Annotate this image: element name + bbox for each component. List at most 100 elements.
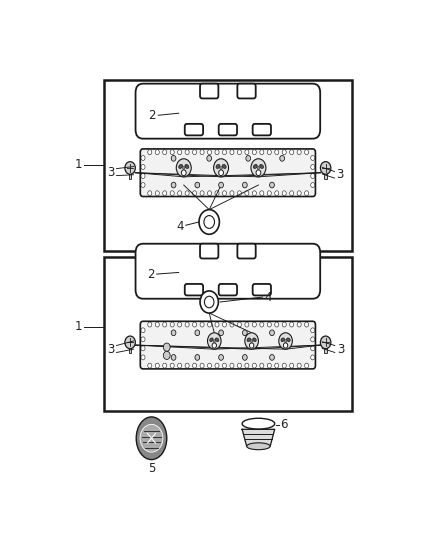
- Circle shape: [199, 209, 219, 235]
- Circle shape: [321, 336, 331, 349]
- Circle shape: [200, 363, 204, 368]
- Circle shape: [193, 322, 197, 327]
- Circle shape: [304, 191, 309, 196]
- Circle shape: [195, 330, 200, 336]
- Circle shape: [297, 191, 301, 196]
- Circle shape: [185, 363, 189, 368]
- Circle shape: [155, 322, 159, 327]
- Circle shape: [252, 322, 256, 327]
- Circle shape: [230, 150, 234, 155]
- Circle shape: [162, 150, 167, 155]
- Circle shape: [284, 340, 287, 343]
- Circle shape: [178, 150, 182, 155]
- Circle shape: [270, 182, 274, 188]
- Circle shape: [125, 161, 135, 174]
- Circle shape: [162, 363, 167, 368]
- Circle shape: [260, 191, 264, 196]
- FancyBboxPatch shape: [200, 84, 219, 99]
- Circle shape: [252, 150, 256, 155]
- Circle shape: [311, 328, 315, 333]
- Circle shape: [290, 363, 294, 368]
- Ellipse shape: [247, 338, 251, 342]
- Text: 3: 3: [107, 166, 114, 179]
- Ellipse shape: [210, 338, 213, 342]
- Ellipse shape: [185, 165, 189, 168]
- Ellipse shape: [179, 165, 183, 168]
- Circle shape: [155, 363, 159, 368]
- Ellipse shape: [140, 424, 163, 452]
- Circle shape: [219, 182, 223, 188]
- Circle shape: [267, 363, 271, 368]
- Circle shape: [148, 363, 152, 368]
- Circle shape: [182, 166, 185, 169]
- Circle shape: [181, 170, 186, 176]
- Circle shape: [195, 182, 200, 188]
- Text: 6: 6: [280, 418, 288, 431]
- Circle shape: [214, 159, 229, 177]
- Circle shape: [193, 191, 197, 196]
- Circle shape: [219, 170, 223, 176]
- Circle shape: [215, 322, 219, 327]
- Circle shape: [252, 191, 256, 196]
- Circle shape: [141, 165, 145, 169]
- Circle shape: [311, 337, 315, 342]
- Circle shape: [275, 363, 279, 368]
- Circle shape: [223, 363, 226, 368]
- Circle shape: [170, 363, 174, 368]
- Circle shape: [304, 150, 309, 155]
- Bar: [324, 342, 327, 353]
- Circle shape: [176, 159, 191, 177]
- Ellipse shape: [253, 338, 256, 342]
- Circle shape: [223, 150, 226, 155]
- Circle shape: [311, 355, 315, 360]
- FancyBboxPatch shape: [237, 84, 256, 99]
- Circle shape: [311, 156, 315, 160]
- Ellipse shape: [136, 417, 167, 459]
- Ellipse shape: [223, 165, 226, 168]
- Circle shape: [171, 330, 176, 336]
- Circle shape: [275, 191, 279, 196]
- Circle shape: [204, 215, 215, 228]
- Circle shape: [223, 322, 226, 327]
- Circle shape: [290, 191, 294, 196]
- Circle shape: [220, 166, 223, 169]
- Circle shape: [230, 363, 234, 368]
- Text: 3: 3: [337, 343, 344, 356]
- Text: 4: 4: [264, 290, 272, 304]
- FancyBboxPatch shape: [140, 321, 315, 369]
- Circle shape: [237, 150, 241, 155]
- Bar: [129, 168, 131, 179]
- FancyBboxPatch shape: [253, 284, 271, 295]
- Circle shape: [246, 156, 251, 161]
- Circle shape: [304, 363, 309, 368]
- Text: 4: 4: [176, 220, 184, 233]
- Bar: [324, 168, 327, 179]
- FancyBboxPatch shape: [135, 244, 320, 298]
- Text: 1: 1: [75, 320, 82, 333]
- Circle shape: [260, 322, 264, 327]
- Circle shape: [230, 322, 234, 327]
- Circle shape: [170, 191, 174, 196]
- Circle shape: [270, 330, 274, 336]
- Circle shape: [193, 150, 197, 155]
- Circle shape: [243, 182, 247, 188]
- FancyBboxPatch shape: [135, 84, 320, 139]
- Circle shape: [208, 322, 212, 327]
- Text: 2: 2: [147, 268, 155, 280]
- Circle shape: [125, 336, 135, 349]
- Circle shape: [321, 161, 331, 174]
- Circle shape: [207, 156, 212, 161]
- Circle shape: [251, 340, 253, 343]
- Circle shape: [163, 343, 170, 351]
- Circle shape: [141, 337, 145, 342]
- Circle shape: [195, 354, 200, 360]
- Circle shape: [267, 150, 271, 155]
- Circle shape: [279, 333, 293, 349]
- Circle shape: [237, 191, 241, 196]
- Circle shape: [243, 330, 247, 336]
- Circle shape: [275, 322, 279, 327]
- Circle shape: [290, 150, 294, 155]
- Circle shape: [171, 156, 176, 161]
- FancyBboxPatch shape: [185, 124, 203, 135]
- Circle shape: [252, 363, 256, 368]
